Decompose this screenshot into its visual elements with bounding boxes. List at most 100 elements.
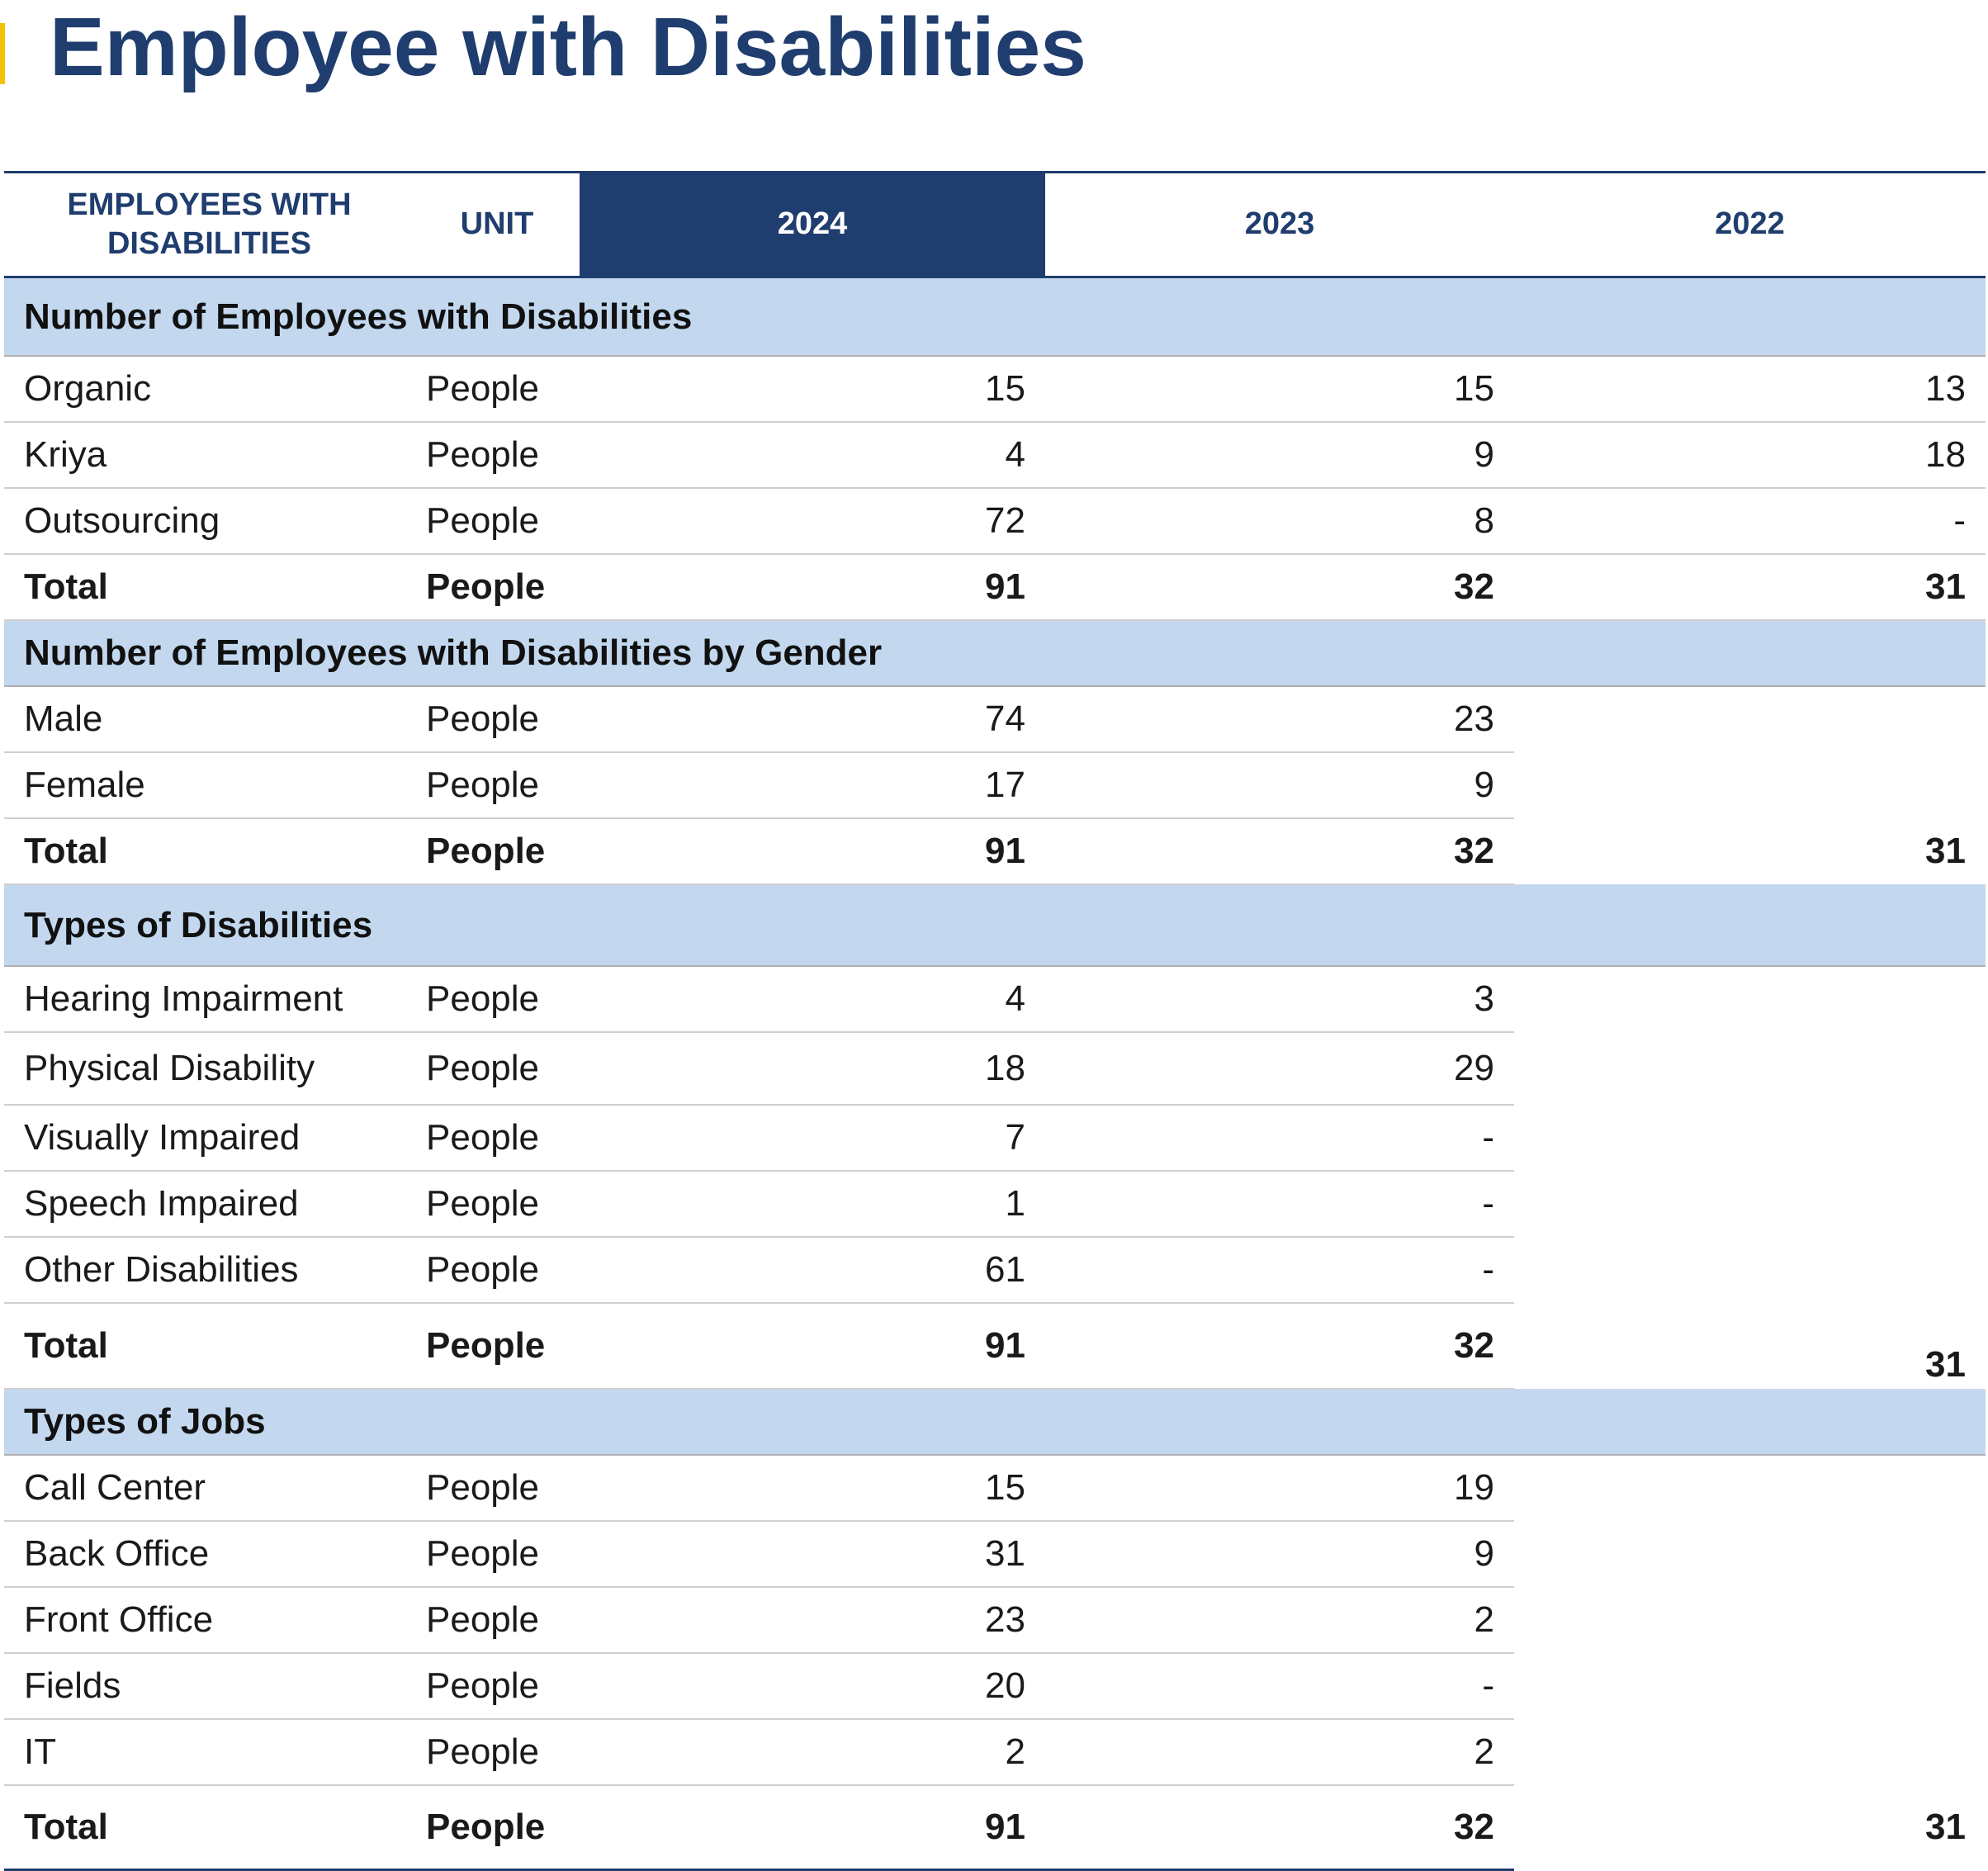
value-2023: 32 bbox=[1045, 1303, 1514, 1390]
value-2024: 15 bbox=[580, 1455, 1045, 1522]
row-label: Other Disabilities bbox=[4, 1237, 414, 1304]
row-unit: People bbox=[414, 1105, 580, 1172]
value-2022 bbox=[1514, 1237, 1986, 1303]
row-label: Total bbox=[4, 1303, 414, 1390]
section-header-row: Types of Jobs bbox=[4, 1389, 1986, 1456]
value-2024: 31 bbox=[580, 1521, 1045, 1588]
value-2024: 91 bbox=[580, 554, 1045, 621]
value-2023: 8 bbox=[1045, 488, 1514, 555]
value-2023: 23 bbox=[1045, 686, 1514, 753]
value-2024: 61 bbox=[580, 1237, 1045, 1304]
header-row: EMPLOYEES WITH DISABILITIES UNIT 2024 20… bbox=[4, 171, 1986, 278]
total-row: Total People 91 32 31 bbox=[4, 1303, 1986, 1390]
row-unit: People bbox=[414, 1587, 580, 1654]
value-2022 bbox=[1514, 966, 1986, 1032]
section-header-row: Number of Employees with Disabilities by… bbox=[4, 620, 1986, 687]
row-unit: People bbox=[414, 1237, 580, 1304]
value-2024: 91 bbox=[580, 818, 1045, 885]
row-unit: People bbox=[414, 1653, 580, 1720]
row-label: Male bbox=[4, 686, 414, 753]
total-row: Total People 91 32 31 bbox=[4, 554, 1986, 621]
row-label: Visually Impaired bbox=[4, 1105, 414, 1172]
page-title: Employee with Disabilities bbox=[50, 1, 1086, 93]
section-title: Types of Jobs bbox=[4, 1389, 1986, 1456]
value-2024: 1 bbox=[580, 1171, 1045, 1238]
value-2024: 7 bbox=[580, 1105, 1045, 1172]
disabilities-table: EMPLOYEES WITH DISABILITIES UNIT 2024 20… bbox=[4, 171, 1986, 1871]
value-2024: 15 bbox=[580, 356, 1045, 423]
row-label: Physical Disability bbox=[4, 1032, 414, 1106]
table-row: Fields People 20- bbox=[4, 1653, 1986, 1720]
value-2022 bbox=[1514, 686, 1986, 752]
value-2023: - bbox=[1045, 1237, 1514, 1304]
value-2022: 13 bbox=[1514, 356, 1986, 423]
value-2023: - bbox=[1045, 1171, 1514, 1238]
row-label: Call Center bbox=[4, 1455, 414, 1522]
value-2022: 31 bbox=[1925, 1344, 1966, 1385]
value-2022 bbox=[1514, 1587, 1986, 1653]
row-unit: People bbox=[414, 488, 580, 555]
value-2024: 20 bbox=[580, 1653, 1045, 1720]
value-2024: 4 bbox=[580, 422, 1045, 489]
value-2022 bbox=[1514, 1521, 1986, 1587]
table-row: Outsourcing People 72 8- bbox=[4, 488, 1986, 555]
row-label: Total bbox=[4, 554, 414, 621]
value-2022: 31 bbox=[1514, 554, 1986, 621]
section-title: Number of Employees with Disabilities by… bbox=[4, 620, 1986, 687]
section-title: Types of Disabilities bbox=[4, 884, 1986, 967]
value-2024: 18 bbox=[580, 1032, 1045, 1106]
value-2023: 32 bbox=[1045, 1785, 1514, 1871]
header-unit: UNIT bbox=[414, 171, 580, 278]
value-2024: 2 bbox=[580, 1719, 1045, 1786]
value-2023: 9 bbox=[1045, 752, 1514, 819]
row-unit: People bbox=[414, 554, 580, 621]
row-label: Fields bbox=[4, 1653, 414, 1720]
total-row: Total People 91 32 31 bbox=[4, 818, 1986, 885]
value-2023: 2 bbox=[1045, 1587, 1514, 1654]
row-label: Back Office bbox=[4, 1521, 414, 1588]
value-2022 bbox=[1514, 1455, 1986, 1521]
table-row: Male People 74 23 bbox=[4, 686, 1986, 753]
table-row: Visually Impaired People 7- bbox=[4, 1105, 1986, 1172]
value-2024: 17 bbox=[580, 752, 1045, 819]
header-year-2023: 2023 bbox=[1045, 171, 1514, 278]
row-label: IT bbox=[4, 1719, 414, 1786]
title-accent-bar bbox=[0, 23, 5, 84]
table-row: Physical Disability People 18 29 bbox=[4, 1032, 1986, 1106]
section-header-row: Types of Disabilities bbox=[4, 884, 1986, 967]
total-row: Total People 91 32 31 bbox=[4, 1785, 1986, 1871]
value-2023: 2 bbox=[1045, 1719, 1514, 1786]
table-row: Female People 17 9 bbox=[4, 752, 1986, 819]
table-row: Organic People 15 15 13 bbox=[4, 356, 1986, 423]
header-year-2022: 2022 bbox=[1514, 171, 1986, 278]
value-2022 bbox=[1514, 1032, 1986, 1105]
row-label: Hearing Impairment bbox=[4, 966, 414, 1033]
value-2022 bbox=[1514, 1105, 1986, 1171]
row-unit: People bbox=[414, 356, 580, 423]
value-2023: 9 bbox=[1045, 1521, 1514, 1588]
value-2024: 23 bbox=[580, 1587, 1045, 1654]
header-year-2024: 2024 bbox=[580, 171, 1045, 278]
value-2023: 29 bbox=[1045, 1032, 1514, 1106]
value-2022: - bbox=[1514, 488, 1986, 555]
row-unit: People bbox=[414, 1521, 580, 1588]
table-row: Back Office People 31 9 bbox=[4, 1521, 1986, 1588]
value-2022 bbox=[1514, 1171, 1986, 1237]
value-2023: 15 bbox=[1045, 356, 1514, 423]
section-title: Number of Employees with Disabilities bbox=[4, 277, 1986, 357]
row-label: Total bbox=[4, 818, 414, 885]
value-2023: - bbox=[1045, 1653, 1514, 1720]
row-label: Kriya bbox=[4, 422, 414, 489]
row-unit: People bbox=[414, 1032, 580, 1106]
row-unit: People bbox=[414, 1303, 580, 1390]
section-header-row: Number of Employees with Disabilities bbox=[4, 277, 1986, 357]
value-2024: 91 bbox=[580, 1303, 1045, 1390]
value-2023: 32 bbox=[1045, 818, 1514, 885]
value-2022 bbox=[1514, 1653, 1986, 1719]
value-2022 bbox=[1514, 1719, 1986, 1785]
row-unit: People bbox=[414, 422, 580, 489]
table-row: Call Center People 15 19 bbox=[4, 1455, 1986, 1522]
row-label: Speech Impaired bbox=[4, 1171, 414, 1238]
table-row: Speech Impaired People 1- bbox=[4, 1171, 1986, 1238]
value-2023: 3 bbox=[1045, 966, 1514, 1033]
